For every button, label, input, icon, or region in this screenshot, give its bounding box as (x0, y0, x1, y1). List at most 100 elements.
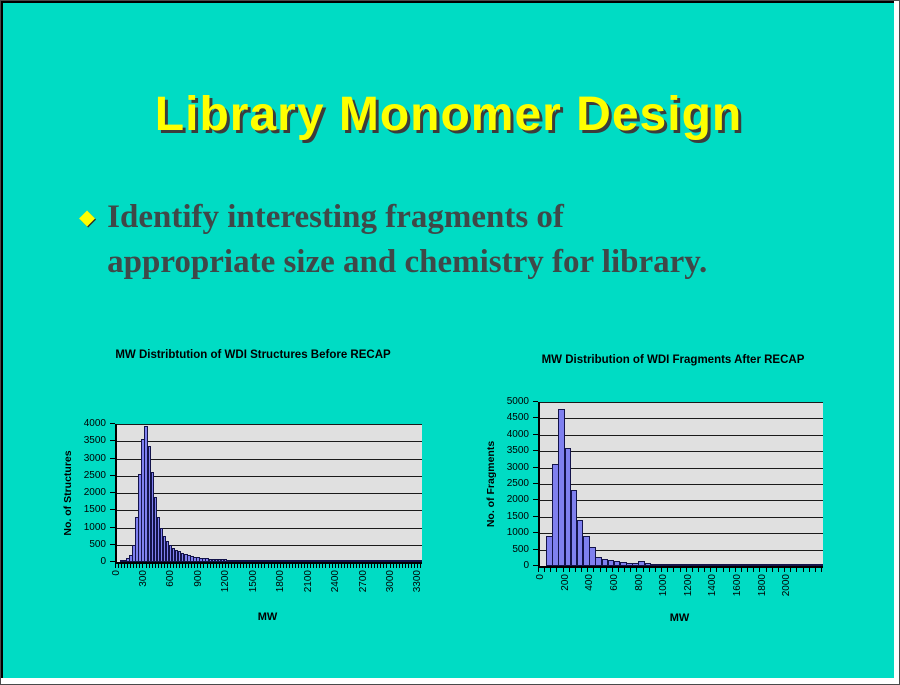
bar (816, 564, 824, 566)
x-tick (246, 564, 248, 568)
x-tick (365, 564, 367, 568)
bar (687, 564, 695, 566)
x-tick (154, 564, 156, 568)
bar (178, 551, 182, 562)
x-tick (276, 564, 278, 568)
x-tick (319, 564, 321, 568)
bar (370, 560, 374, 562)
bar (138, 474, 142, 562)
bar (379, 560, 383, 562)
y-tick (110, 492, 115, 493)
bar (409, 560, 414, 562)
x-tick (316, 564, 318, 568)
x-tick (148, 564, 150, 568)
x-tick (413, 564, 415, 568)
x-tick (346, 564, 348, 568)
gridline (117, 510, 422, 512)
bar (162, 536, 167, 562)
x-tick-label: 0 (535, 574, 547, 580)
x-tick-label: 200 (559, 574, 571, 591)
bar (296, 560, 301, 562)
gridline (540, 500, 823, 502)
x-tick (127, 564, 129, 568)
x-tick (298, 564, 299, 568)
x-tick (404, 564, 406, 568)
bar (583, 536, 590, 566)
y-tick-label: 3500 (83, 435, 106, 447)
bar (156, 517, 161, 562)
bar (693, 564, 701, 566)
x-tick (188, 564, 190, 568)
x-tick-label: 1800 (275, 570, 287, 593)
x-tick-label: 1400 (707, 574, 719, 597)
bar (147, 446, 151, 562)
gridline (117, 441, 422, 443)
x-tick (227, 564, 229, 568)
bar (345, 560, 350, 562)
bar (736, 564, 744, 566)
x-tick (383, 564, 385, 568)
bar (235, 559, 240, 562)
bar (211, 558, 215, 562)
gridline (540, 549, 823, 551)
gridline (117, 527, 422, 529)
bar (306, 560, 310, 562)
x-tick (374, 564, 376, 568)
bar (226, 559, 231, 562)
gridline (117, 493, 422, 494)
x-tick (636, 568, 638, 572)
bar (141, 438, 145, 562)
y-tick (533, 499, 538, 501)
x-tick (307, 564, 309, 568)
x-tick (741, 568, 743, 572)
bar (342, 560, 347, 562)
x-tick (765, 568, 767, 572)
y-tick (110, 457, 115, 459)
y-tick (110, 543, 115, 545)
bar (126, 558, 130, 562)
x-tick (255, 564, 257, 568)
x-tick (759, 568, 761, 572)
x-tick (661, 568, 663, 572)
bar (656, 564, 664, 566)
bar (388, 560, 392, 562)
x-tick (233, 564, 235, 568)
y-tick-label: 500 (512, 543, 529, 555)
x-tick (790, 568, 792, 572)
y-tick (110, 561, 115, 562)
bar (749, 564, 756, 566)
y-tick (533, 548, 538, 550)
bar (254, 560, 258, 562)
x-tick (249, 564, 251, 568)
x-tick (685, 568, 687, 572)
x-tick (343, 564, 345, 568)
bar (361, 560, 365, 562)
x-tick (237, 564, 238, 568)
bar (761, 564, 769, 566)
x-tick (340, 564, 342, 568)
x-tick (362, 564, 364, 568)
y-tick (110, 423, 115, 424)
gridline (540, 434, 823, 436)
plot-area (115, 424, 423, 564)
x-tick (172, 564, 174, 568)
y-tick-label: 4000 (506, 428, 529, 440)
x-axis-labels: 0 200 400 600 800 1000 1200 1400 1600 1800 2000 (535, 568, 822, 616)
x-tick (642, 568, 644, 572)
x-tick (224, 564, 226, 568)
bullet-text-line-1: Identify interesting fragments of (107, 199, 564, 235)
page-title: Library Monomer Design (154, 88, 743, 141)
x-tick (197, 564, 199, 568)
x-tick (206, 564, 208, 568)
x-tick (285, 564, 287, 568)
bullet-text: Identify interesting fragments of approp… (107, 195, 707, 285)
bar (181, 552, 185, 562)
diamond-bullet-icon: ◆ (79, 206, 96, 229)
gridline (540, 451, 823, 453)
x-tick (179, 564, 181, 568)
x-tick-label: 900 (192, 570, 204, 587)
x-tick (722, 568, 724, 572)
bar (394, 560, 398, 562)
x-tick (209, 564, 211, 568)
